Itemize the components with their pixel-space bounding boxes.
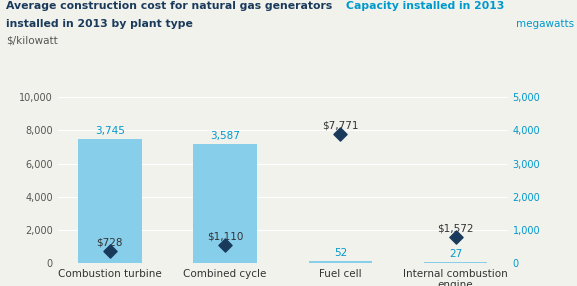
Text: 27: 27 — [449, 249, 462, 259]
Point — [105, 249, 114, 253]
Text: Average construction cost for natural gas generators: Average construction cost for natural ga… — [6, 1, 332, 11]
Bar — [309, 261, 372, 263]
Text: $1,572: $1,572 — [437, 224, 474, 234]
Point — [336, 132, 345, 136]
Bar — [193, 144, 257, 263]
Text: $/kilowatt: $/kilowatt — [6, 36, 58, 46]
Text: 3,745: 3,745 — [95, 126, 125, 136]
Text: megawatts: megawatts — [516, 19, 574, 29]
Text: Capacity installed in 2013: Capacity installed in 2013 — [346, 1, 504, 11]
Text: $1,110: $1,110 — [207, 231, 243, 241]
Text: $7,771: $7,771 — [322, 121, 359, 131]
Bar — [78, 139, 141, 263]
Point — [220, 243, 230, 247]
Point — [451, 235, 460, 239]
Text: 52: 52 — [334, 249, 347, 259]
Text: $728: $728 — [96, 238, 123, 248]
Bar — [424, 262, 488, 263]
Text: 3,587: 3,587 — [210, 131, 240, 141]
Text: installed in 2013 by plant type: installed in 2013 by plant type — [6, 19, 193, 29]
